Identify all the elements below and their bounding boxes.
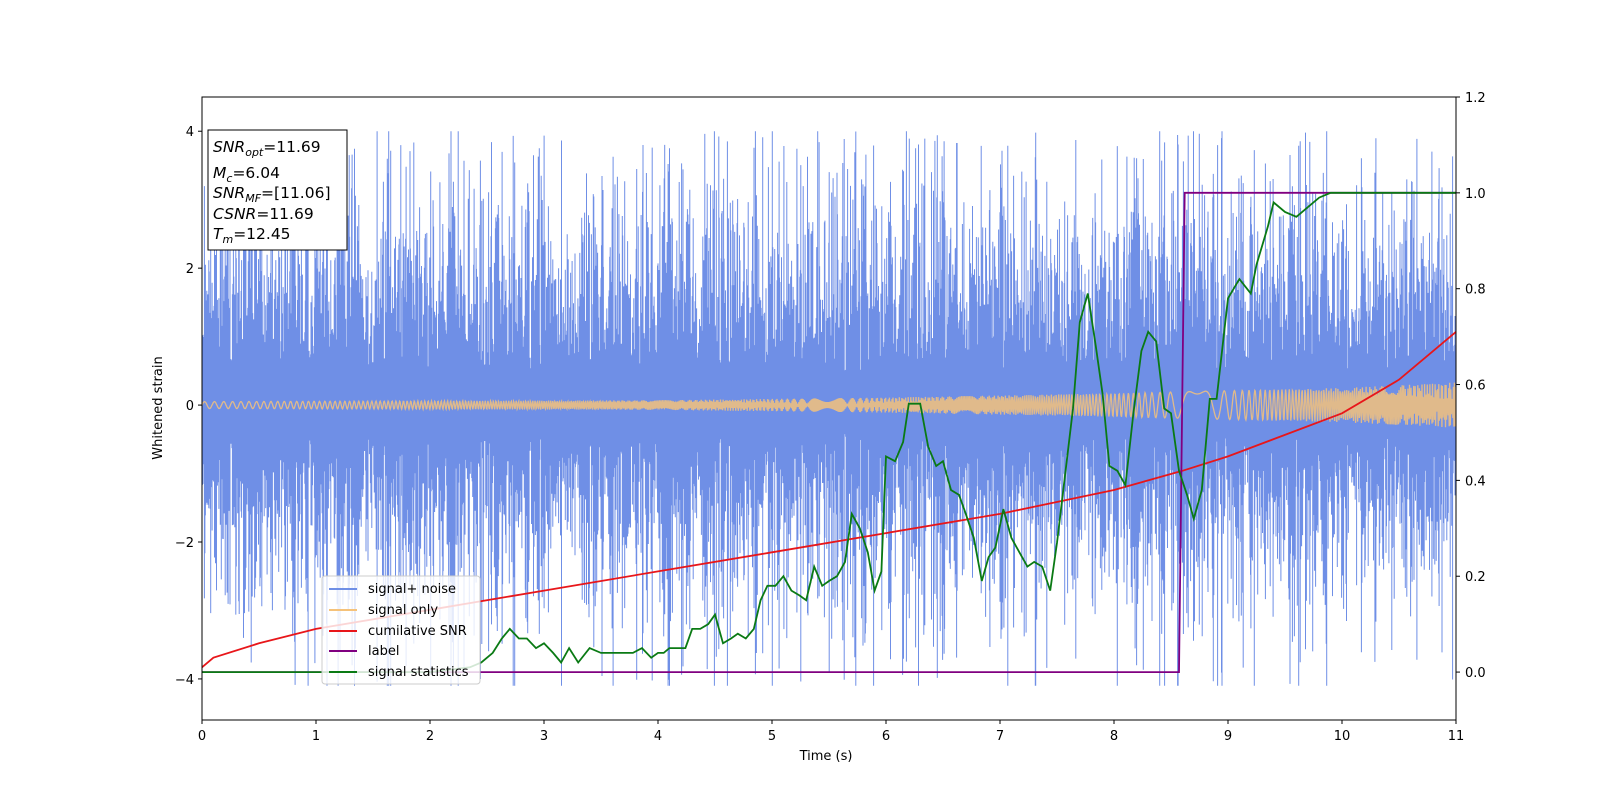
annotation-csnr: CSNR=11.69 (213, 205, 314, 223)
label-line (202, 191, 1456, 673)
y2-tick-label: 0.6 (1465, 379, 1486, 394)
signal-only-trace (202, 382, 1456, 428)
y-tick-label: 0 (186, 399, 194, 414)
x-tick-label: 3 (540, 729, 548, 744)
annotation-frame (207, 129, 348, 251)
x-tick-label: 8 (1110, 729, 1118, 744)
plot-frame (201, 96, 1457, 721)
annotation-box: SNRopt=11.69 Mc=6.04 SNRMF=[11.06] CSNR=… (207, 129, 348, 251)
y2-tick-label: 0.0 (1465, 666, 1486, 681)
x-tick-label: 7 (996, 729, 1004, 744)
legend-entry-label: label (368, 644, 399, 659)
x-tick-label: 9 (1224, 729, 1232, 744)
y-axis-left: −4 −2 0 2 4 (175, 125, 202, 688)
x-tick-label: 0 (198, 729, 206, 744)
cumulative-snr-line (202, 331, 1456, 668)
series-right-axis-lines (202, 191, 1456, 673)
legend: signal+ noise signal only cumilative SNR… (321, 575, 481, 685)
annotation-snr-mf: SNRMF=[11.06] (213, 184, 331, 205)
annotation-tm: Tm=12.45 (213, 225, 291, 246)
y2-tick-label: 1.0 (1465, 187, 1486, 202)
x-tick-label: 4 (654, 729, 662, 744)
y2-tick-label: 0.4 (1465, 474, 1486, 489)
legend-entry-signal-noise: signal+ noise (368, 582, 456, 597)
x-tick-label: 6 (882, 729, 890, 744)
x-tick-label: 1 (312, 729, 320, 744)
y-tick-label: −4 (175, 673, 194, 688)
x-axis-label: Time (s) (799, 749, 853, 764)
x-tick-label: 5 (768, 729, 776, 744)
legend-frame (321, 575, 481, 685)
y-tick-label: −2 (175, 536, 194, 551)
legend-entry-signal-only: signal only (368, 603, 438, 618)
legend-entry-signal-statistics: signal statistics (368, 665, 469, 680)
annotation-snr-opt: SNRopt=11.69 (213, 138, 321, 159)
annotation-mc: Mc=6.04 (213, 164, 280, 185)
y-tick-label: 4 (186, 125, 194, 140)
x-tick-label: 2 (426, 729, 434, 744)
x-tick-label: 10 (1334, 729, 1351, 744)
legend-entry-cumulative-snr: cumilative SNR (368, 624, 467, 639)
signal-statistics-line (202, 191, 1456, 673)
y-tick-label: 2 (186, 262, 194, 277)
y2-tick-label: 1.2 (1465, 91, 1486, 106)
y2-tick-label: 0.8 (1465, 283, 1486, 298)
series-signal-only (202, 382, 1456, 428)
x-tick-label: 11 (1448, 729, 1465, 744)
y-axis-right: 0.0 0.2 0.4 0.6 0.8 1.0 1.2 (1456, 91, 1486, 681)
x-axis: 0 1 2 3 4 5 6 7 8 9 10 11 (198, 720, 1464, 744)
y2-tick-label: 0.2 (1465, 570, 1486, 585)
y-axis-label: Whitened strain (151, 356, 166, 459)
